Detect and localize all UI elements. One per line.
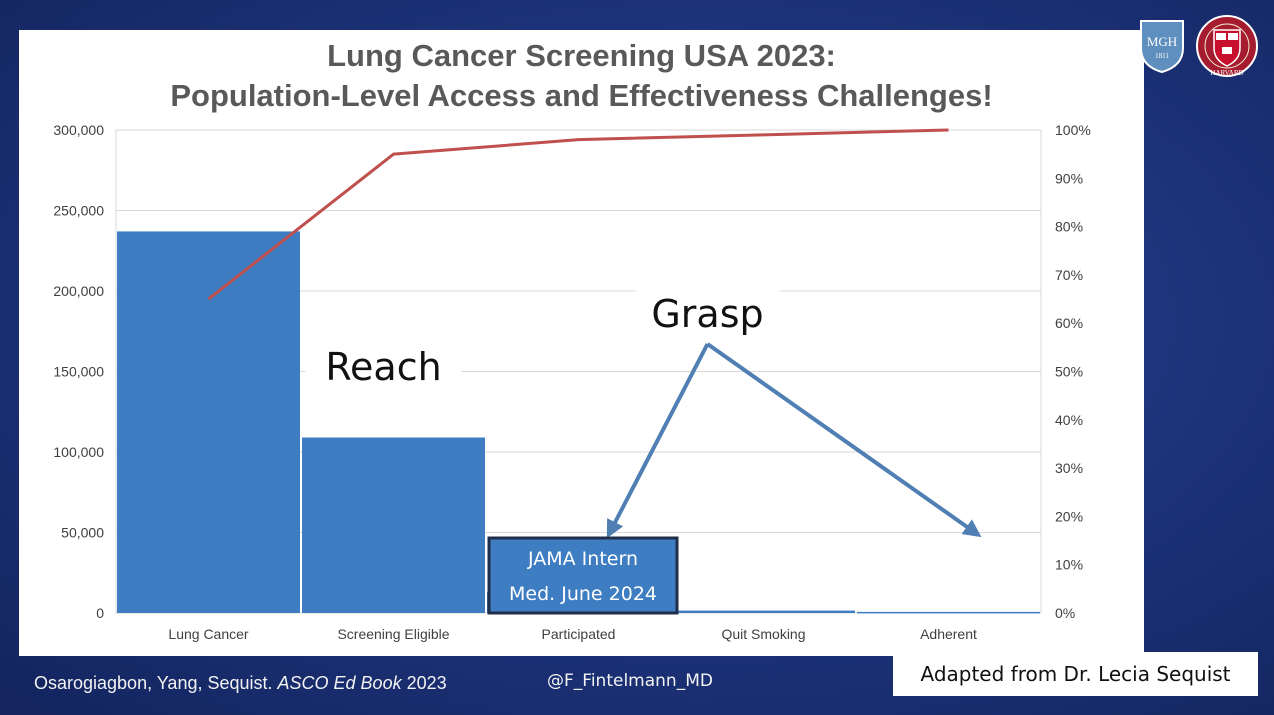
y-tick-label: 250,000 xyxy=(53,203,104,219)
jama-line-2: Med. June 2024 xyxy=(509,583,657,605)
pareto-chart: 0 50,000 100,000 150,000 200,000 250,000 300,0… xyxy=(53,122,1091,642)
adapted-from-box: Adapted from Dr. Lecia Sequist xyxy=(893,652,1258,696)
y2-tick-label: 80% xyxy=(1055,219,1083,235)
citation-source: ASCO Ed Book xyxy=(277,673,402,693)
y2-tick-label: 60% xyxy=(1055,315,1083,331)
y2-tick-label: 100% xyxy=(1055,122,1091,138)
mgh-shield-logo: MGH 1811 xyxy=(1140,20,1184,74)
y-tick-label: 150,000 xyxy=(53,364,104,380)
y-tick-label: 0 xyxy=(96,605,104,621)
reach-label: Reach xyxy=(325,345,441,389)
citation-authors: Osarogiagbon, Yang, Sequist. xyxy=(34,673,273,693)
y2-tick-label: 40% xyxy=(1055,412,1083,428)
mgh-logo-year: 1811 xyxy=(1155,52,1169,60)
grasp-label-background xyxy=(635,288,780,336)
y2-tick-label: 10% xyxy=(1055,557,1083,573)
x-tick-label: Participated xyxy=(542,626,616,642)
harvard-shield-logo: HARVARD xyxy=(1196,15,1258,77)
y2-tick-label: 30% xyxy=(1055,460,1083,476)
x-tick-label: Lung Cancer xyxy=(168,626,249,642)
citation: Osarogiagbon, Yang, Sequist. ASCO Ed Boo… xyxy=(34,673,447,694)
y2-tick-label: 0% xyxy=(1055,605,1075,621)
y-tick-label: 200,000 xyxy=(53,283,104,299)
bar-screening-eligible xyxy=(302,437,485,613)
grasp-arrow-right xyxy=(706,342,982,538)
reach-label-background xyxy=(305,346,462,394)
mgh-logo-text: MGH xyxy=(1147,34,1177,49)
twitter-handle: @F_Fintelmann_MD xyxy=(547,671,713,691)
x-tick-label: Screening Eligible xyxy=(337,626,449,642)
y-tick-label: 50,000 xyxy=(61,525,104,541)
harvard-logo-text: HARVARD xyxy=(1210,69,1243,77)
grasp-label: Grasp xyxy=(651,292,763,336)
x-tick-label: Quit Smoking xyxy=(721,626,805,642)
jama-annotation-box xyxy=(487,536,679,615)
grasp-arrow-left xyxy=(606,343,710,539)
citation-year: 2023 xyxy=(406,673,447,693)
y2-tick-label: 90% xyxy=(1055,170,1083,186)
bar-quit-smoking xyxy=(672,610,855,613)
y2-tick-label: 20% xyxy=(1055,508,1083,524)
bar-lung-cancer xyxy=(117,231,300,613)
chart-title-line-1: Lung Cancer Screening USA 2023: xyxy=(327,38,836,73)
y2-tick-label: 50% xyxy=(1055,364,1083,380)
chart-title-line-2: Population-Level Access and Effectivenes… xyxy=(170,78,993,113)
y-tick-label: 300,000 xyxy=(53,122,104,138)
cumulative-percent-line xyxy=(207,128,949,301)
y2-tick-label: 70% xyxy=(1055,267,1083,283)
chart-panel: Lung Cancer Screening USA 2023: Populati… xyxy=(19,30,1144,656)
jama-line-1: JAMA Intern xyxy=(527,548,638,570)
y-tick-label: 100,000 xyxy=(53,444,104,460)
bar-adherent xyxy=(857,611,1040,614)
x-tick-label: Adherent xyxy=(920,626,977,642)
